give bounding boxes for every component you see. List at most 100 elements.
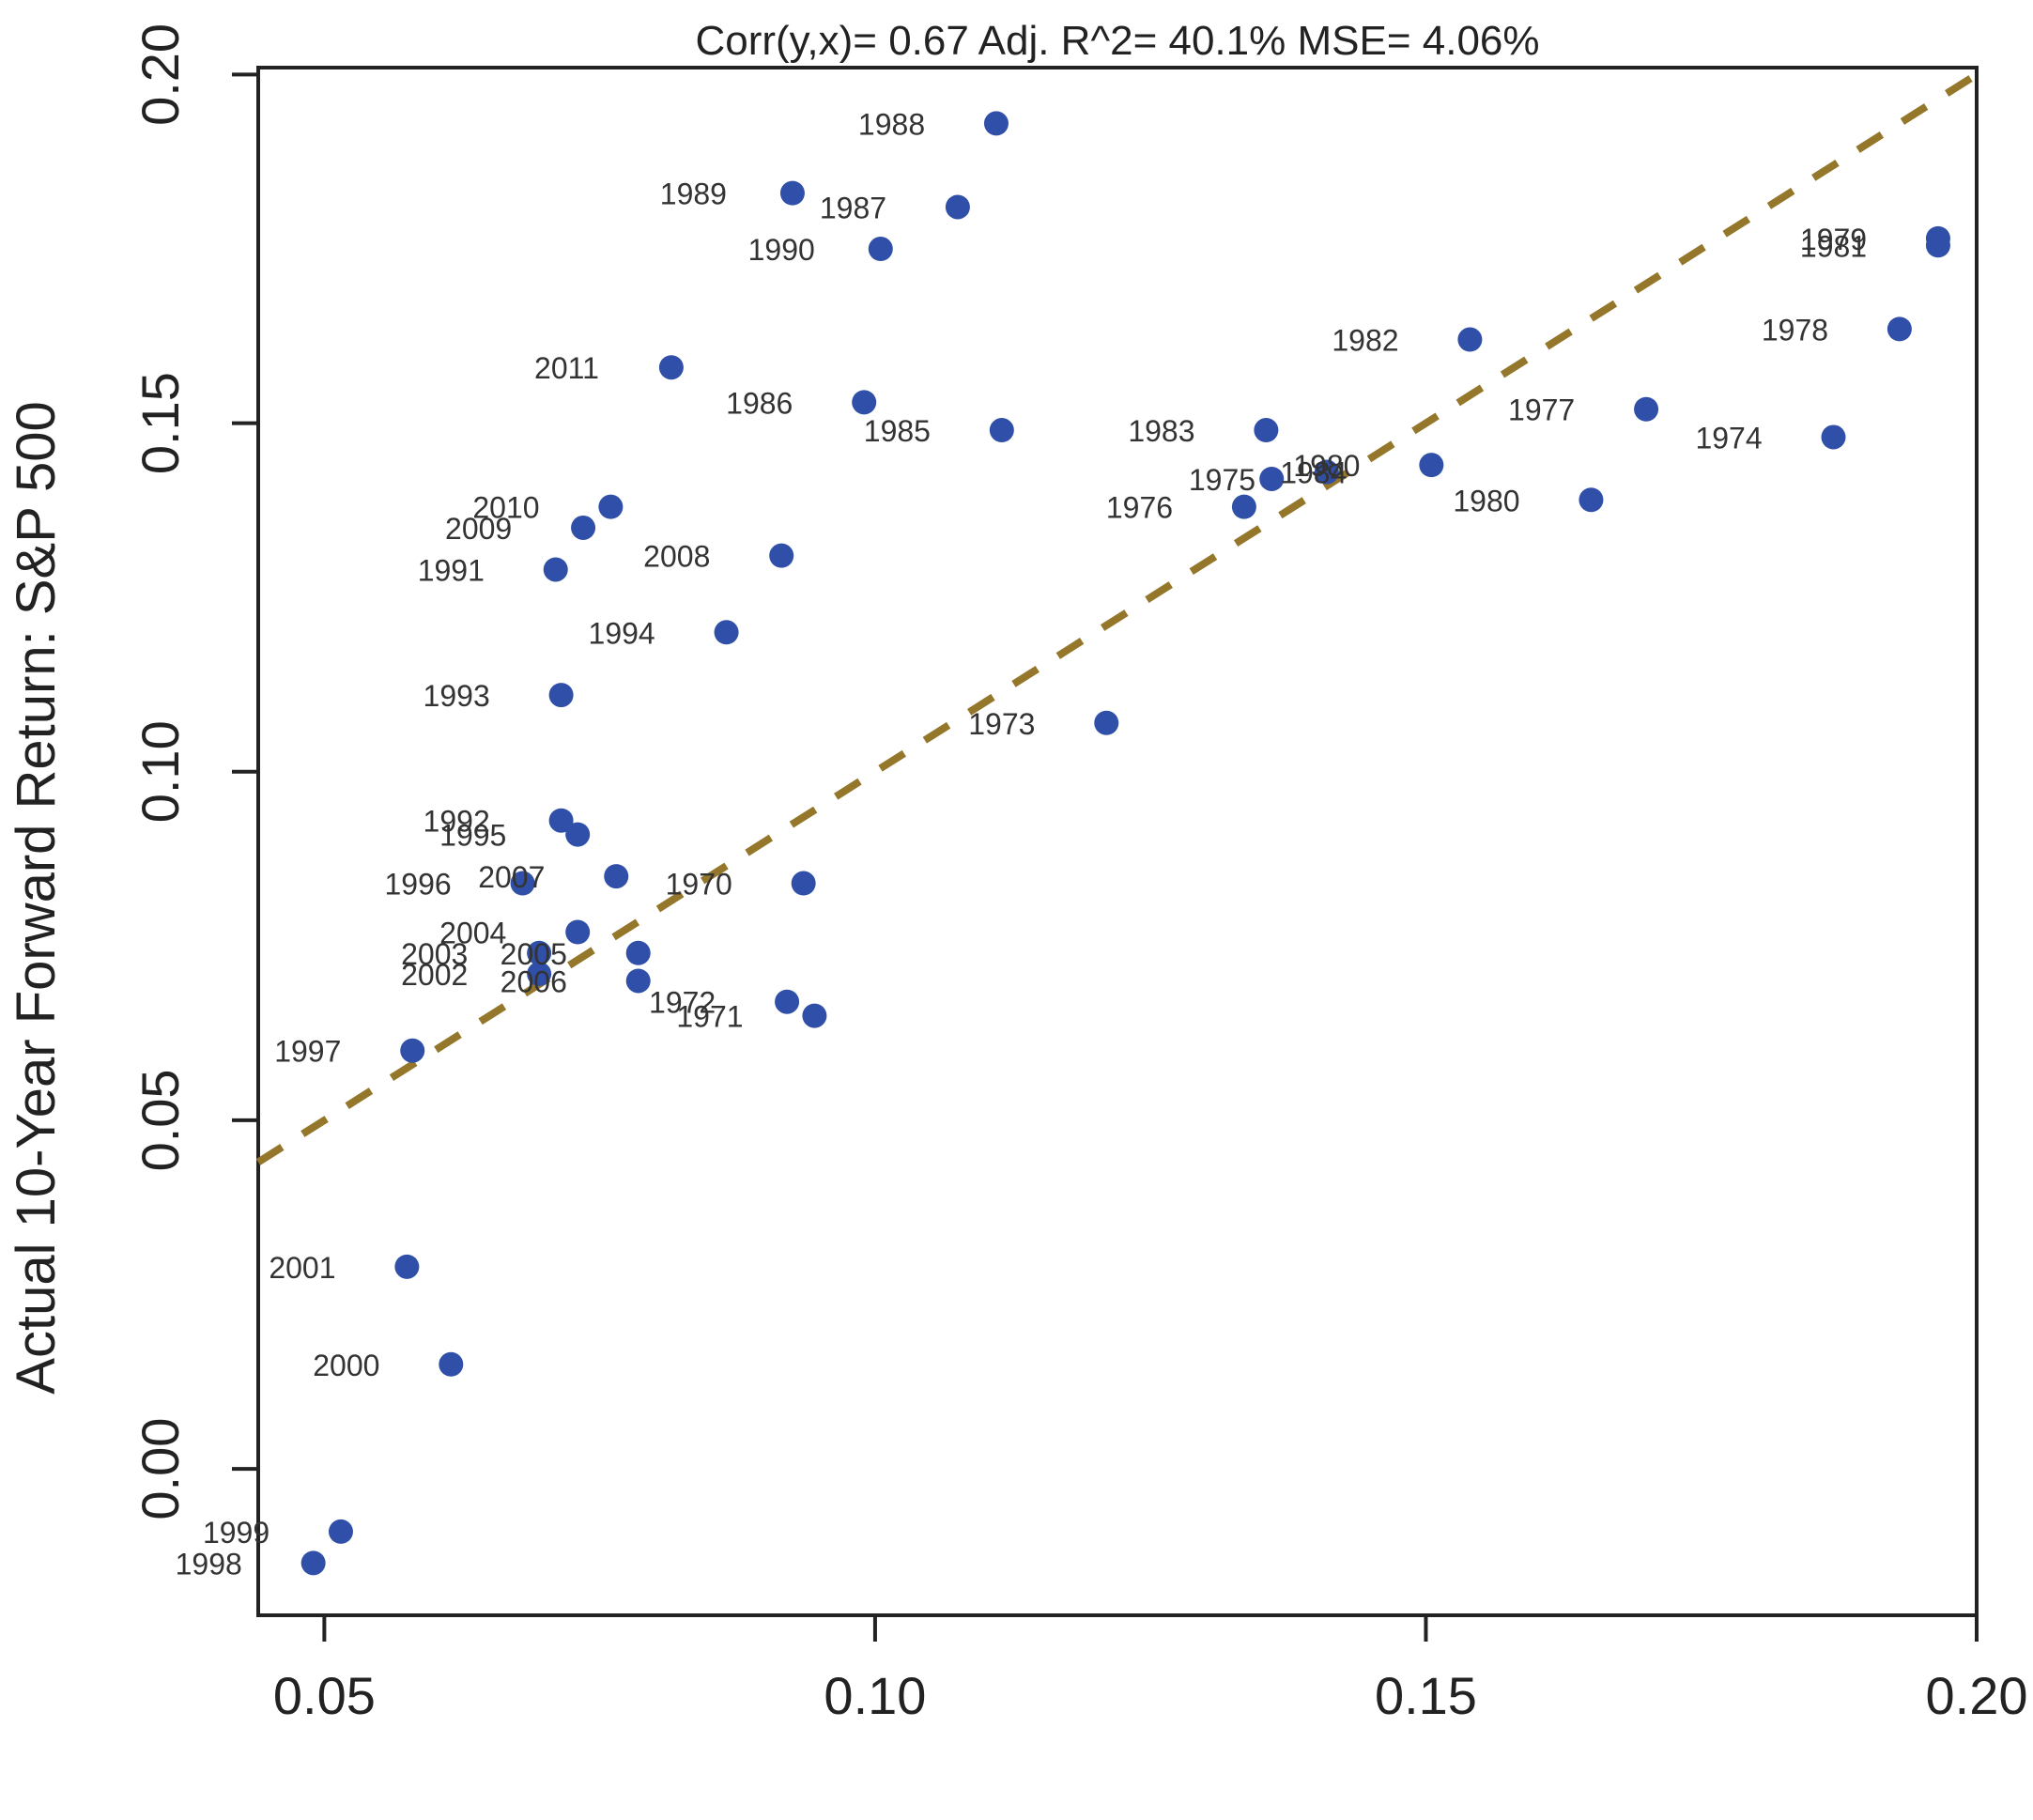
point-label: 1998 — [176, 1547, 242, 1581]
point-label: 1996 — [385, 868, 452, 902]
point-label: 1985 — [864, 414, 931, 448]
point-label: 1972 — [649, 986, 716, 1020]
data-point — [1254, 418, 1279, 443]
data-point — [300, 1550, 326, 1576]
point-label: 2006 — [501, 964, 567, 998]
point-label: 2005 — [501, 937, 567, 971]
plot-frame — [256, 66, 1979, 1617]
data-points — [300, 111, 1950, 1576]
data-point — [1457, 327, 1483, 352]
point-label: 2003 — [401, 937, 468, 971]
point-label: 1980 — [1293, 449, 1360, 483]
data-point — [439, 1351, 464, 1377]
data-point — [989, 418, 1014, 443]
data-point — [543, 557, 568, 582]
point-label: 1981 — [1800, 229, 1867, 263]
data-point — [604, 864, 629, 889]
data-point — [598, 494, 624, 519]
data-point — [868, 237, 893, 262]
data-point — [510, 871, 535, 896]
x-tick-label: 0.15 — [1375, 1666, 1477, 1725]
data-point — [1231, 494, 1256, 519]
data-point — [571, 515, 596, 540]
y-tick-label: 0.15 — [131, 372, 190, 474]
point-label: 1974 — [1695, 421, 1762, 455]
data-point — [394, 1254, 420, 1279]
point-label: 1995 — [439, 819, 506, 853]
point-label: 2009 — [445, 512, 512, 546]
data-point — [779, 180, 805, 206]
data-point — [527, 962, 552, 987]
data-point — [714, 620, 739, 645]
point-label: 1987 — [820, 191, 886, 224]
x-tick-label: 0.05 — [273, 1666, 376, 1725]
point-label: 1991 — [418, 553, 485, 587]
x-tick-label: 0.20 — [1926, 1666, 2028, 1725]
data-point — [983, 111, 1009, 136]
data-point — [548, 683, 574, 708]
data-point — [945, 194, 970, 220]
data-point — [775, 989, 800, 1014]
y-tick-label: 0.00 — [131, 1418, 190, 1520]
data-point — [625, 940, 651, 965]
data-point — [1094, 710, 1119, 735]
data-point — [400, 1038, 425, 1063]
point-label: 1978 — [1762, 313, 1828, 347]
point-label: 2010 — [472, 491, 539, 525]
point-label: 2004 — [439, 917, 506, 950]
point-label: 2008 — [643, 540, 710, 574]
point-label: 1975 — [1189, 463, 1255, 497]
data-point — [328, 1519, 353, 1544]
point-label: 1990 — [748, 233, 815, 267]
y-axis-title: Actual 10-Year Forward Return: S&P 500 — [6, 401, 67, 1394]
data-point — [1925, 233, 1950, 258]
data-point — [658, 355, 684, 380]
data-point — [802, 1003, 827, 1028]
point-label: 1980 — [1453, 484, 1519, 517]
point-label: 1982 — [1332, 324, 1398, 358]
point-label: 1993 — [424, 679, 490, 713]
data-point — [527, 940, 552, 965]
point-label: 1986 — [726, 386, 793, 420]
point-label: 2011 — [534, 351, 599, 385]
data-point — [1821, 424, 1846, 450]
data-point — [769, 543, 794, 568]
data-point — [1579, 487, 1604, 513]
point-label: 1988 — [858, 107, 925, 141]
data-point — [565, 919, 591, 945]
data-point — [1887, 316, 1912, 342]
y-tick-label: 0.20 — [131, 23, 190, 126]
point-label: 1973 — [968, 707, 1035, 741]
data-point — [548, 808, 574, 833]
y-tick-label: 0.10 — [131, 720, 190, 823]
y-tick-label: 0.05 — [131, 1069, 190, 1171]
data-point — [1314, 459, 1339, 485]
point-label: 1984 — [1280, 456, 1347, 490]
data-point — [1634, 396, 1659, 422]
data-point — [1419, 453, 1444, 478]
data-point — [1259, 466, 1285, 491]
point-label: 1983 — [1128, 414, 1194, 448]
data-point — [852, 390, 877, 415]
data-point — [791, 871, 816, 896]
data-point — [565, 822, 591, 847]
point-label: 1999 — [203, 1516, 270, 1550]
point-label: 1970 — [666, 868, 732, 902]
point-label: 1977 — [1508, 393, 1575, 427]
axis-ticks: 0.05 0.10 0.15 0.20 0.00 0.05 0.10 0.15 0.20 — [131, 23, 2028, 1725]
point-label: 1976 — [1106, 491, 1173, 525]
data-point — [625, 968, 651, 994]
point-label: 1994 — [589, 616, 655, 650]
point-label: 2000 — [313, 1349, 379, 1382]
point-label: 2007 — [478, 860, 545, 894]
point-label: 1979 — [1800, 223, 1867, 256]
point-label: 1971 — [676, 1000, 743, 1034]
point-label: 1997 — [274, 1035, 341, 1069]
point-label: 2001 — [269, 1251, 335, 1285]
point-label: 1989 — [660, 177, 727, 211]
point-label: 2002 — [401, 958, 468, 992]
chart-subtitle: Corr(y,x)= 0.67 Adj. R^2= 40.1% MSE= 4.0… — [695, 18, 1539, 64]
